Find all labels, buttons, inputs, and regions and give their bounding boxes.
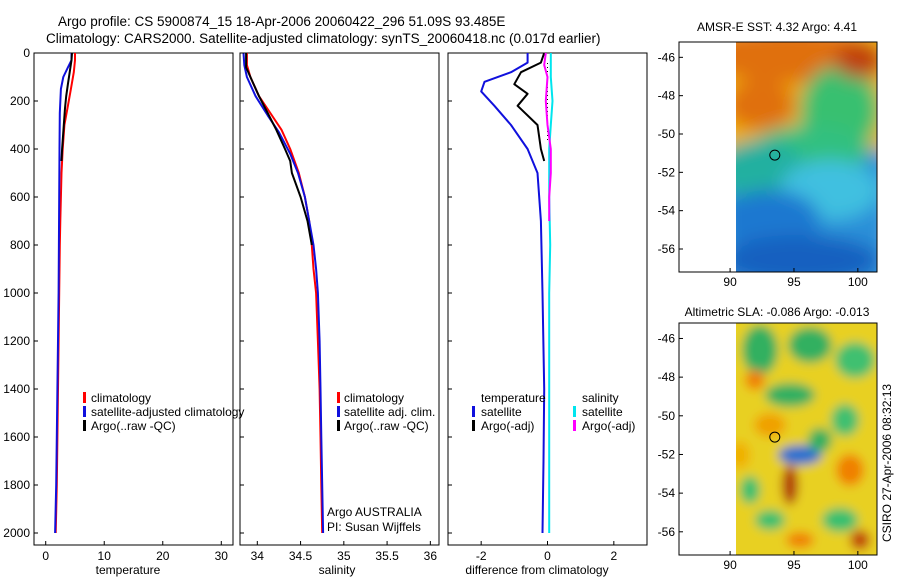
salinity-xlabel: salinity <box>319 563 356 577</box>
sst-map-ytick-label: -46 <box>658 50 676 64</box>
legend-title-salinity: salinity <box>582 391 619 405</box>
sst-map-xtick-label: 95 <box>787 275 801 289</box>
temperature-series-1 <box>54 53 73 534</box>
legend-label-argo: Argo(..raw -QC) <box>91 419 176 433</box>
legend-swatch-temp-satellite <box>472 406 475 417</box>
temperature-xtick-label: 20 <box>156 549 170 563</box>
sst-map-ytick-label: -54 <box>658 204 676 218</box>
sst-map-ytick-label: -56 <box>658 242 676 256</box>
sla-map-ytick-label: -46 <box>658 331 676 345</box>
salinity-xtick-label: 34 <box>251 549 265 563</box>
legend-title-temperature: temperature <box>481 391 546 405</box>
sst-map-xtick-label: 90 <box>723 275 737 289</box>
legend-swatch-sal-satellite <box>573 406 576 417</box>
sla-heatmap <box>736 323 877 555</box>
sst-heatmap <box>736 42 877 272</box>
header-line-2: Climatology: CARS2000. Satellite-adjuste… <box>46 31 601 46</box>
legend-label-temp-argo: Argo(-adj) <box>481 419 534 433</box>
temperature-series-2 <box>60 52 73 162</box>
sla-map-xtick-label: 95 <box>787 558 801 572</box>
legend-swatch-climatology <box>83 392 86 403</box>
axis-ticks: 0 10 20 30020040060080010001200140016001800… <box>3 46 868 572</box>
legend-swatch-temp-argo <box>472 420 475 431</box>
sla-map-ytick-label: -54 <box>658 486 676 500</box>
legend-swatch-argo <box>83 420 86 431</box>
legend-label-satellite-adj: satellite adj. clim. <box>344 405 435 419</box>
temperature-legend: climatology satellite-adjusted climatolo… <box>83 391 244 433</box>
sst-map-ytick-label: -48 <box>658 89 676 103</box>
temperature-xtick-label: 30 <box>215 549 229 563</box>
salinity-xtick-label: 36 <box>424 549 438 563</box>
legend-label-sal-argo: Argo(-adj) <box>582 419 635 433</box>
sla-map-xtick-label: 100 <box>848 558 868 572</box>
legend-label-climatology: climatology <box>344 391 404 405</box>
difference-series-0 <box>480 53 546 534</box>
salinity-xtick-label: 34.5 <box>289 549 313 563</box>
salinity-panel: salinity Argo AUSTRALIA PI: Susan Wijffe… <box>239 52 440 577</box>
difference-legend: temperature salinity satellite Argo(-adj… <box>472 391 635 433</box>
legend-label-argo: Argo(..raw -QC) <box>344 419 429 433</box>
difference-series-1 <box>513 52 546 162</box>
sla-map-frame <box>678 322 878 556</box>
depth-ytick-label: 1600 <box>3 430 30 444</box>
temperature-xtick-label: 10 <box>98 549 112 563</box>
legend-swatch-sal-argo <box>573 420 576 431</box>
sla-map-ytick-label: -50 <box>658 409 676 423</box>
sla-map-ytick-label: -48 <box>658 370 676 384</box>
temperature-xlabel: temperature <box>96 563 161 577</box>
sst-map-ytick-label: -52 <box>658 165 676 179</box>
legend-label-satellite-adjusted: satellite-adjusted climatology <box>91 405 244 419</box>
sla-argo-location-marker <box>769 431 781 443</box>
sst-map-ytick-label: -50 <box>658 127 676 141</box>
temperature-panel: temperature <box>33 52 234 577</box>
depth-ytick-label: 200 <box>10 94 30 108</box>
depth-ytick-label: 1800 <box>3 478 30 492</box>
legend-label-sal-satellite: satellite <box>582 405 623 419</box>
temperature-xtick-label: 0 <box>42 549 49 563</box>
legend-label-temp-satellite: satellite <box>481 405 522 419</box>
sla-map-ytick-label: -56 <box>658 525 676 539</box>
depth-ytick-label: 800 <box>10 238 30 252</box>
difference-panel: difference from climatology <box>447 52 648 577</box>
sla-map-title: Altimetric SLA: -0.086 Argo: -0.013 <box>685 305 870 319</box>
salinity-xtick-label: 35.5 <box>375 549 399 563</box>
depth-ytick-label: 400 <box>10 142 30 156</box>
temperature-axes-frame <box>33 52 234 546</box>
depth-ytick-label: 1000 <box>3 286 30 300</box>
legend-swatch-satellite-adj <box>337 406 340 417</box>
depth-ytick-label: 1400 <box>3 382 30 396</box>
depth-ytick-label: 1200 <box>3 334 30 348</box>
salinity-annotation-argo-australia: Argo AUSTRALIA <box>327 505 422 519</box>
sla-map-ytick-label: -52 <box>658 447 676 461</box>
legend-swatch-argo <box>337 420 340 431</box>
sst-map-frame <box>678 41 878 273</box>
sst-argo-location-marker <box>769 149 781 161</box>
salinity-axes-frame <box>239 52 440 546</box>
salinity-annotation-pi: PI: Susan Wijffels <box>327 520 421 534</box>
salinity-legend: climatology satellite adj. clim. Argo(..… <box>337 391 435 433</box>
sst-map-title: AMSR-E SST: 4.32 Argo: 4.41 <box>697 20 857 34</box>
legend-swatch-climatology <box>337 392 340 403</box>
legend-label-climatology: climatology <box>91 391 151 405</box>
sst-map-panel: AMSR-E SST: 4.32 Argo: 4.41 <box>678 20 878 273</box>
difference-xlabel: difference from climatology <box>465 563 608 577</box>
depth-ytick-label: 2000 <box>3 526 30 540</box>
sla-map-xtick-label: 90 <box>723 558 737 572</box>
side-timestamp: CSIRO 27-Apr-2006 08:32:13 <box>880 384 894 542</box>
depth-ytick-label: 600 <box>10 190 30 204</box>
depth-ytick-label: 0 <box>23 46 30 60</box>
difference-xtick-label: -2 <box>476 549 487 563</box>
sla-map-panel: Altimetric SLA: -0.086 Argo: -0.013 <box>678 305 878 556</box>
legend-swatch-satellite-adjusted <box>83 406 86 417</box>
difference-series-3 <box>543 52 552 221</box>
difference-xtick-label: 0 <box>544 549 551 563</box>
salinity-xtick-label: 35 <box>337 549 351 563</box>
salinity-series-2 <box>245 53 313 246</box>
header-line-1: Argo profile: CS 5900874_15 18-Apr-2006 … <box>58 14 505 29</box>
sst-map-xtick-label: 100 <box>848 275 868 289</box>
salinity-series-1 <box>242 52 325 534</box>
difference-xtick-label: 2 <box>610 549 617 563</box>
